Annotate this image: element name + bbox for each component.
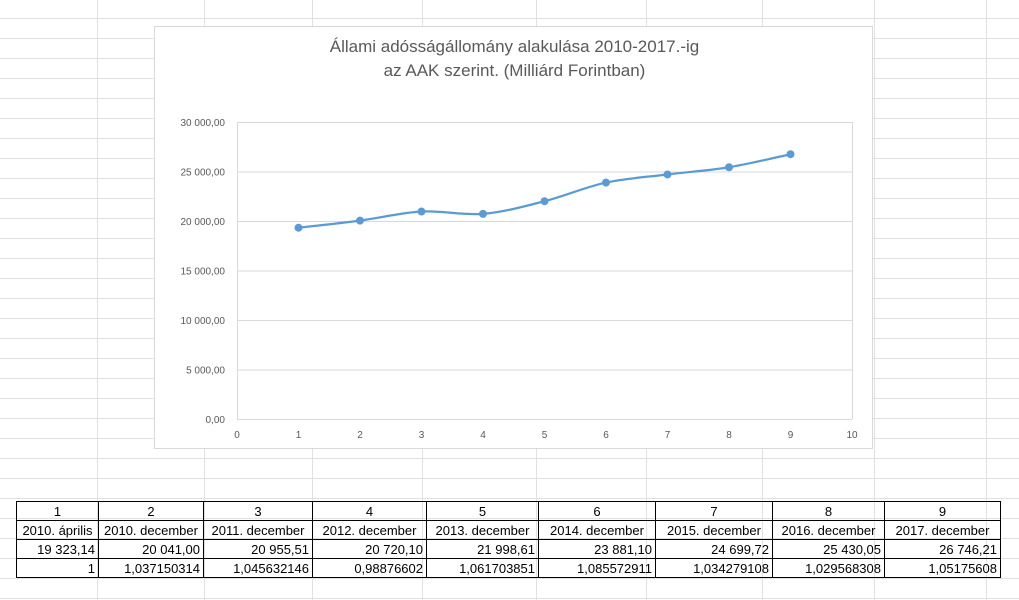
ratios-row: 1 1,037150314 1,045632146 0,98876602 1,0… <box>16 558 1001 578</box>
date-cell: 2012. december <box>312 520 427 540</box>
header-cell: 8 <box>772 501 885 521</box>
data-point <box>663 170 672 179</box>
line-chart: 0,00 5 000,00 10 000,00 15 000,00 20 000,00 2… <box>181 118 858 441</box>
x-tick-label: 9 <box>788 430 794 441</box>
data-point <box>786 150 795 159</box>
value-cell: 24 699,72 <box>655 539 773 559</box>
header-cell: 7 <box>655 501 773 521</box>
header-row: 1 2 3 4 5 6 7 8 9 <box>16 501 1001 521</box>
date-cell: 2010. április <box>16 520 99 540</box>
ratio-cell: 1,085572911 <box>538 558 656 578</box>
value-cell: 20 041,00 <box>98 539 204 559</box>
x-tick-label: 8 <box>726 430 732 441</box>
date-cell: 2014. december <box>538 520 656 540</box>
x-tick-label: 10 <box>846 430 858 441</box>
y-tick-label: 10 000,00 <box>181 316 226 327</box>
value-cell: 23 881,10 <box>538 539 656 559</box>
ratio-cell: 1 <box>16 558 99 578</box>
ratio-cell: 1,029568308 <box>772 558 885 578</box>
x-tick-label: 5 <box>542 430 548 441</box>
header-cell: 6 <box>538 501 656 521</box>
y-tick-label: 5 000,00 <box>186 366 225 377</box>
date-cell: 2013. december <box>426 520 539 540</box>
date-cell: 2015. december <box>655 520 773 540</box>
header-cell: 5 <box>426 501 539 521</box>
chart-area[interactable]: Állami adósságállomány alakulása 2010-20… <box>154 26 873 449</box>
x-tick-label: 4 <box>480 430 486 441</box>
dates-row: 2010. április 2010. december 2011. decem… <box>16 520 1001 540</box>
data-point <box>725 163 733 172</box>
ratio-cell: 0,98876602 <box>312 558 427 578</box>
value-cell: 26 746,21 <box>884 539 1001 559</box>
x-tick-label: 3 <box>419 430 425 441</box>
data-point <box>602 178 610 187</box>
ratio-cell: 1,05175608 <box>884 558 1001 578</box>
data-point <box>479 209 487 218</box>
header-cell: 9 <box>884 501 1001 521</box>
date-cell: 2017. december <box>884 520 1001 540</box>
y-tick-label: 0,00 <box>206 415 226 426</box>
header-cell: 2 <box>98 501 204 521</box>
header-cell: 1 <box>16 501 99 521</box>
x-tick-label: 2 <box>357 430 363 441</box>
value-cell: 21 998,61 <box>426 539 539 559</box>
ratio-cell: 1,061703851 <box>426 558 539 578</box>
value-cell: 20 955,51 <box>203 539 313 559</box>
x-tick-label: 6 <box>603 430 609 441</box>
value-cell: 20 720,10 <box>312 539 427 559</box>
data-point <box>417 207 426 216</box>
chart-title-line-1: Állami adósságállomány alakulása 2010-20… <box>329 37 700 56</box>
header-cell: 3 <box>203 501 313 521</box>
x-tick-label: 7 <box>665 430 671 441</box>
x-tick-label: 0 <box>234 430 240 441</box>
date-cell: 2010. december <box>98 520 204 540</box>
values-row: 19 323,14 20 041,00 20 955,51 20 720,10 … <box>16 539 1001 559</box>
date-cell: 2011. december <box>203 520 313 540</box>
chart-title-line-2: az AAK szerint. (Milliárd Forintban) <box>383 61 646 80</box>
series-line <box>297 153 792 229</box>
ratio-cell: 1,034279108 <box>655 558 773 578</box>
y-tick-label: 25 000,00 <box>181 168 226 179</box>
date-cell: 2016. december <box>772 520 885 540</box>
ratio-cell: 1,037150314 <box>98 558 204 578</box>
x-tick-label: 1 <box>296 430 302 441</box>
y-tick-label: 15 000,00 <box>181 267 226 278</box>
value-cell: 19 323,14 <box>16 539 99 559</box>
data-point <box>294 223 303 232</box>
value-cell: 25 430,05 <box>772 539 885 559</box>
data-point <box>540 197 549 206</box>
y-tick-label: 20 000,00 <box>181 217 226 228</box>
header-cell: 4 <box>312 501 427 521</box>
data-point <box>356 216 364 225</box>
ratio-cell: 1,045632146 <box>203 558 313 578</box>
data-table: 1 2 3 4 5 6 7 8 9 2010. április 2010. de… <box>16 501 1001 578</box>
y-tick-label: 30 000,00 <box>181 118 226 129</box>
